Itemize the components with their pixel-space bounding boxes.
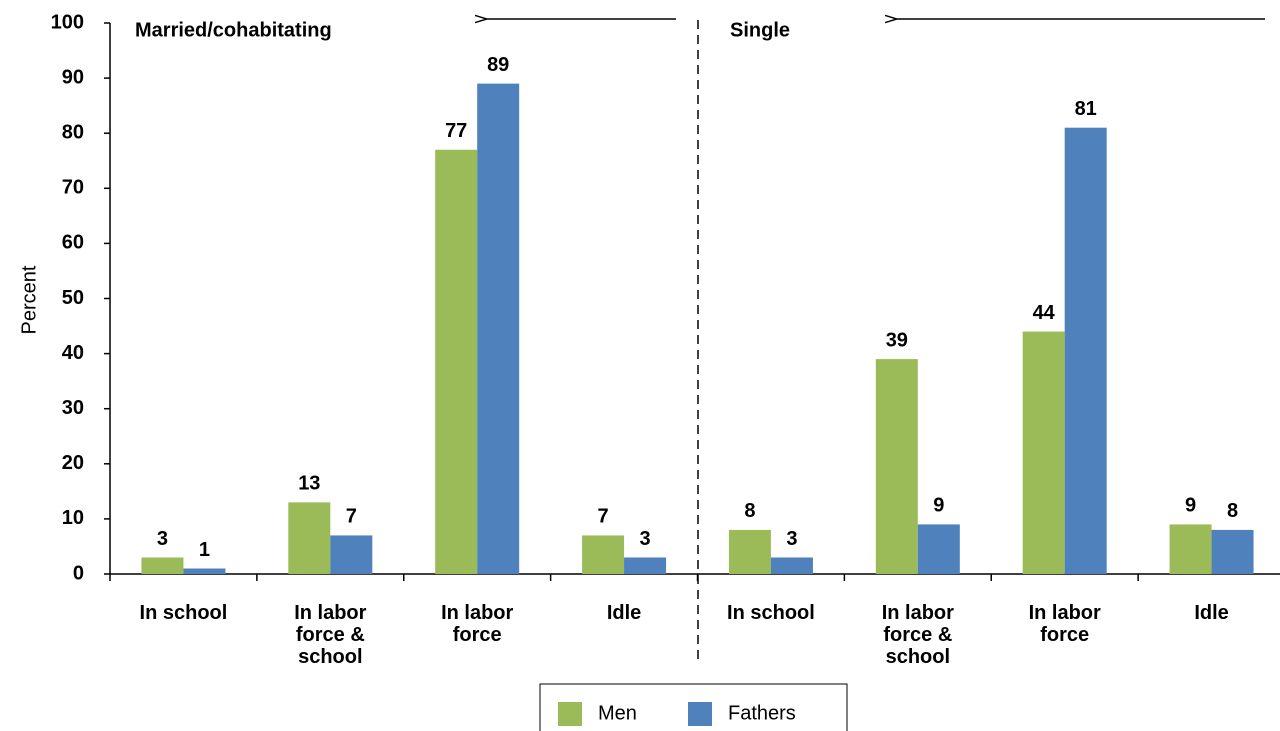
legend-swatch	[558, 702, 582, 726]
x-tick-label: In school	[139, 602, 228, 624]
x-tick-label-box: In school	[727, 602, 815, 624]
data-label: 9	[1185, 495, 1196, 517]
data-label: 8	[1227, 500, 1238, 522]
bar	[875, 359, 918, 574]
y-tick-label: 80	[62, 121, 84, 143]
bar	[624, 557, 667, 574]
y-tick-label: 90	[62, 66, 84, 88]
x-tick-label-box: In labor force	[1028, 602, 1101, 646]
y-axis-label: Percent	[18, 265, 40, 334]
data-label: 39	[886, 329, 908, 351]
x-tick-label: In labor force	[441, 602, 514, 646]
bar	[183, 568, 226, 574]
bar	[582, 535, 625, 574]
data-label: 8	[744, 500, 755, 522]
data-label: 3	[786, 528, 797, 550]
y-tick-label: 20	[62, 452, 84, 474]
x-tick-label: In labor force	[1028, 602, 1101, 646]
y-tick-label: 70	[62, 177, 84, 199]
x-tick-label-box: In labor force & school	[881, 602, 954, 668]
y-tick-label: 40	[62, 342, 84, 364]
y-tick-label: 30	[62, 397, 84, 419]
data-label: 7	[598, 506, 609, 528]
data-label: 13	[298, 473, 320, 495]
x-tick-label-box: Idle	[606, 602, 642, 624]
bar	[477, 83, 520, 575]
group-label: Single	[730, 19, 790, 41]
legend-swatch	[688, 702, 712, 726]
bar	[1211, 529, 1254, 574]
data-label: 3	[640, 528, 651, 550]
bar	[728, 529, 771, 574]
bar	[1169, 524, 1212, 574]
x-tick-label: In labor force & school	[294, 602, 367, 668]
data-label: 44	[1033, 302, 1056, 324]
bar	[770, 557, 813, 574]
group-label: Married/cohabitating	[135, 19, 332, 41]
bar	[917, 524, 960, 574]
legend-label: Fathers	[728, 702, 796, 724]
y-tick-label: 50	[62, 287, 84, 309]
x-tick-label: In school	[727, 602, 815, 624]
y-tick-label: 0	[73, 562, 84, 584]
x-tick-label-box: In labor force & school	[294, 602, 367, 668]
bar	[1022, 331, 1065, 574]
x-tick-label: In labor force & school	[881, 602, 954, 668]
data-label: 89	[487, 54, 509, 76]
y-tick-label: 60	[62, 232, 84, 254]
data-label: 81	[1075, 98, 1097, 120]
x-tick-label: Idle	[1194, 602, 1229, 624]
data-label: 9	[933, 495, 944, 517]
data-label: 77	[445, 120, 467, 142]
x-tick-label: Idle	[606, 602, 642, 624]
y-tick-label: 100	[51, 11, 84, 33]
x-tick-label-box: In school	[139, 602, 228, 624]
data-label: 1	[199, 539, 210, 561]
data-label: 3	[157, 528, 168, 550]
x-tick-label-box: In labor force	[441, 602, 514, 646]
bar	[288, 502, 331, 574]
x-tick-label-box: Idle	[1194, 602, 1229, 624]
bar	[435, 149, 478, 575]
bar	[1064, 127, 1107, 574]
bar	[141, 557, 184, 574]
y-tick-label: 10	[62, 507, 84, 529]
bar	[330, 535, 373, 574]
data-label: 7	[346, 506, 357, 528]
legend-label: Men	[598, 702, 637, 724]
